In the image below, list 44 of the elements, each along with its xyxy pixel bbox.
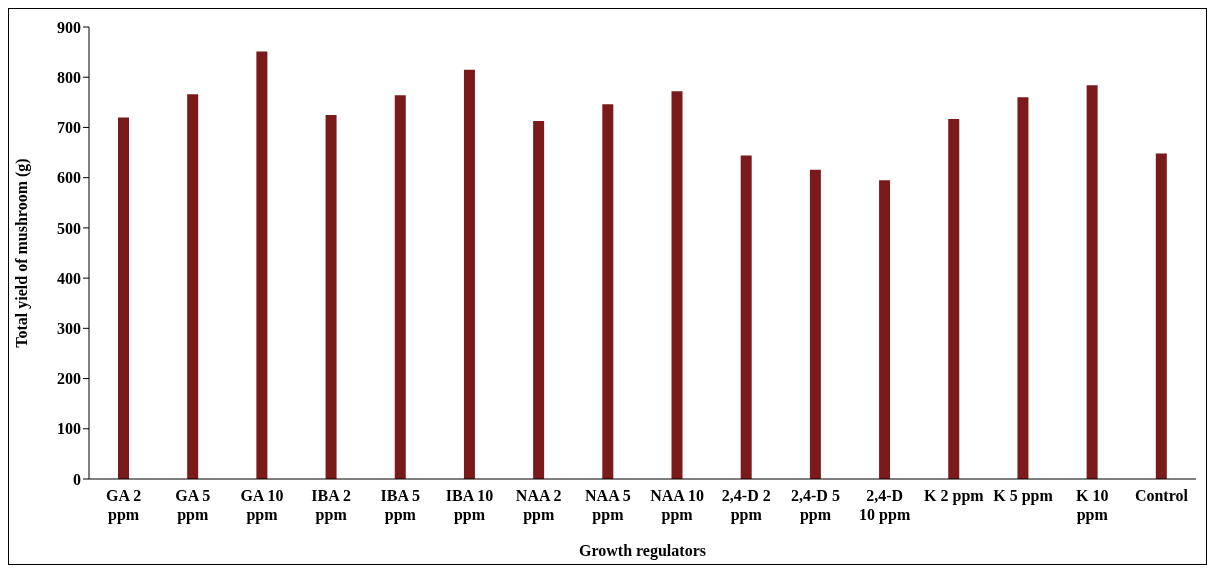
x-axis-title: Growth regulators [579, 542, 706, 560]
y-tick-label: 600 [57, 169, 81, 187]
bar [463, 69, 475, 479]
x-tick-label: Control [1134, 487, 1189, 504]
x-tick-label: GA 5 ppm [175, 487, 211, 524]
bar [118, 117, 129, 479]
bar [256, 51, 268, 479]
bar [394, 95, 406, 479]
x-tick-label: NAA 2 ppm [515, 487, 562, 524]
x-tick-label: 2,4-D 10 ppm [859, 487, 911, 524]
x-tick-label: IBA 5 ppm [380, 487, 421, 524]
bar [325, 114, 337, 479]
bar [879, 180, 891, 479]
x-tick-label: K 10 ppm [1075, 487, 1109, 524]
y-tick-label: 700 [57, 119, 81, 137]
y-tick-label: 300 [57, 320, 81, 338]
bar [740, 155, 752, 479]
x-tick-label: K 2 ppm [924, 487, 985, 505]
y-tick-label: 0 [73, 470, 81, 488]
x-tick-label: 2,4-D 5 ppm [791, 487, 840, 524]
bar [533, 120, 545, 479]
y-tick-label: 100 [57, 420, 81, 438]
y-tick-label: 800 [57, 68, 81, 86]
y-axis-title: Total yield of mushroom (g) [12, 158, 31, 348]
y-tick-label: 500 [57, 219, 81, 237]
y-tick-label: 900 [57, 18, 81, 36]
y-tick-label: 400 [57, 269, 81, 287]
bar [948, 118, 960, 479]
x-tick-label: GA 10 ppm [240, 487, 284, 524]
bar [1155, 153, 1167, 479]
x-tick-label: 2,4-D 2 ppm [721, 487, 771, 524]
bar [671, 91, 683, 479]
x-tick-label: IBA 10 ppm [445, 487, 494, 524]
bar [602, 104, 614, 479]
bar [187, 94, 199, 479]
x-tick-label: GA 2 ppm [106, 487, 142, 524]
bar [1086, 85, 1098, 479]
x-tick-label: NAA 10 ppm [650, 487, 704, 524]
x-tick-label: IBA 2 ppm [311, 487, 351, 524]
x-tick-label: NAA 5 ppm [585, 487, 631, 524]
bar [1017, 97, 1029, 479]
bar [809, 169, 821, 479]
y-tick-label: 200 [57, 370, 81, 388]
x-tick-label: K 5 ppm [993, 487, 1054, 505]
